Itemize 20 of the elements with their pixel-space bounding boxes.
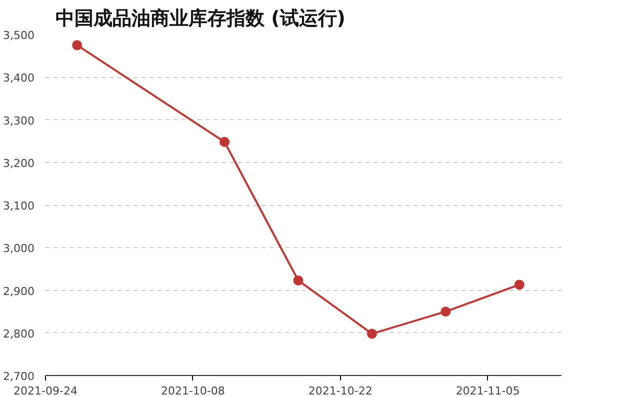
chart-title: 中国成品油商业库存指数 (试运行) bbox=[56, 8, 346, 30]
x-tick-label: 2021-10-22 bbox=[308, 384, 372, 397]
y-tick-label: 3,000 bbox=[3, 242, 35, 256]
point bbox=[366, 328, 377, 339]
y-tick-label: 3,400 bbox=[3, 72, 35, 85]
y-tick-label: 3,300 bbox=[3, 114, 35, 128]
point bbox=[440, 306, 451, 317]
y-tick-label: 2,800 bbox=[3, 327, 35, 340]
y-tick-label: 2,900 bbox=[3, 284, 35, 298]
x-tick-label: 2021-11-05 bbox=[456, 384, 520, 397]
point bbox=[514, 280, 524, 290]
y-tick-label: 3,100 bbox=[3, 200, 35, 212]
point bbox=[72, 40, 82, 50]
x-tick-label: 2021-09-24 bbox=[14, 384, 78, 397]
point bbox=[220, 136, 230, 147]
y-tick-label: 3,200 bbox=[3, 156, 35, 170]
y-tick-label: 3,500 bbox=[3, 29, 35, 42]
point bbox=[293, 275, 304, 286]
x-tick-label: 2021-10-08 bbox=[160, 384, 225, 397]
y-tick-label: 2,700 bbox=[3, 370, 35, 383]
